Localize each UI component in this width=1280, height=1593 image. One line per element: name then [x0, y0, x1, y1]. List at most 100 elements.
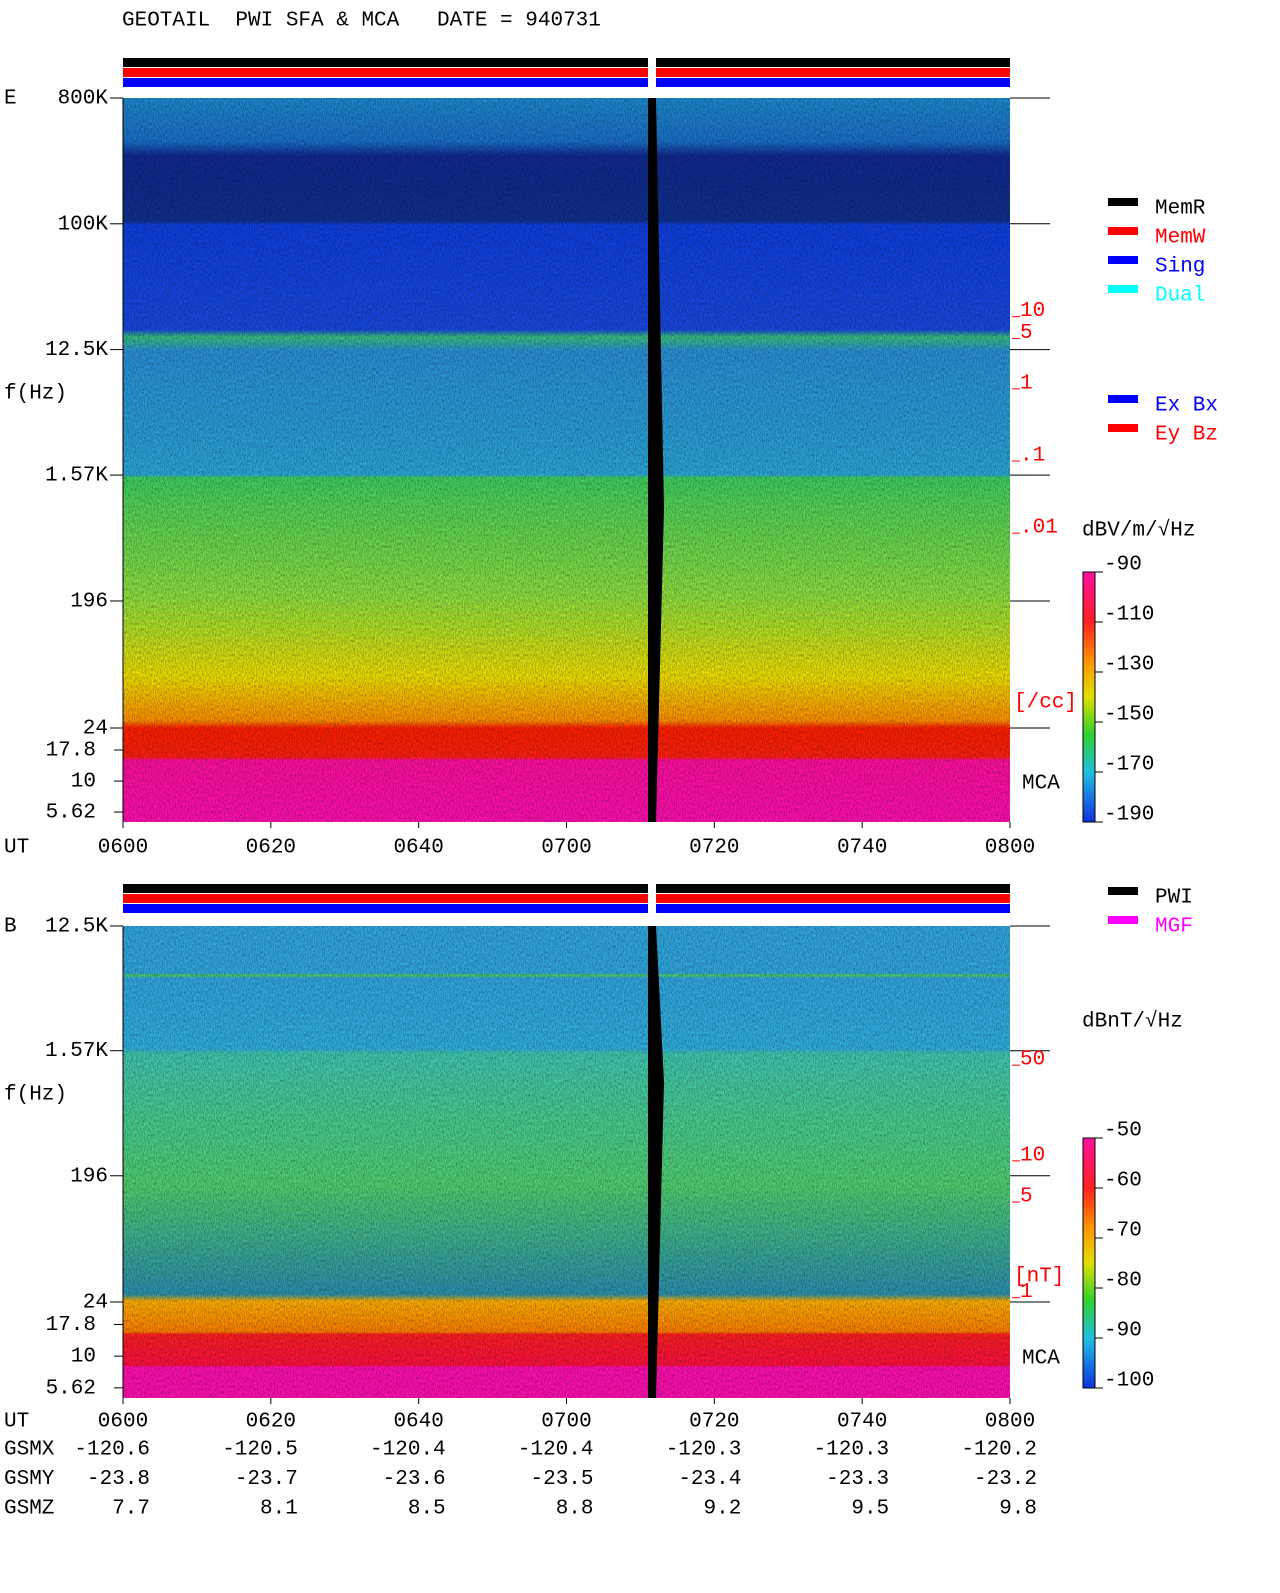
x-tick-label: 0640: [393, 837, 443, 860]
mca-tick-label: 17.8: [46, 1314, 96, 1337]
orbit-label: GSMY: [4, 1468, 55, 1491]
x-tick-label: 0700: [541, 1411, 591, 1434]
orbit-value: 7.7: [112, 1498, 150, 1521]
y-tick-label: 196: [70, 1165, 108, 1188]
orbit-value: 9.2: [704, 1498, 742, 1521]
colorbar-tick-label: -60: [1104, 1170, 1142, 1193]
legend-swatch: [1108, 424, 1138, 432]
legend-swatch: [1108, 916, 1138, 924]
mca-tick-label: 17.8: [46, 740, 96, 763]
colorbar-tick-label: -190: [1104, 804, 1154, 827]
y-tick-label: 100K: [58, 213, 109, 236]
status-bar: [123, 58, 1010, 67]
colorbar-tick-label: -100: [1104, 1370, 1154, 1393]
y2-unit: [nT]: [1014, 1266, 1064, 1289]
legend-swatch: [1108, 285, 1138, 293]
orbit-value: -23.4: [678, 1468, 741, 1491]
y2-tick-label: 50: [1020, 1049, 1045, 1072]
colorbar-tick-label: -110: [1104, 604, 1154, 627]
colorbar: [1083, 572, 1095, 822]
colorbar-tick-label: -70: [1104, 1220, 1142, 1243]
colorbar-tick-label: -90: [1104, 1320, 1142, 1343]
x-tick-label: 0600: [98, 837, 148, 860]
orbit-value: 8.1: [260, 1498, 298, 1521]
orbit-value: 8.5: [408, 1498, 446, 1521]
legend-label: Dual: [1155, 285, 1205, 308]
orbit-value: 9.5: [851, 1498, 889, 1521]
colorbar-tick-label: -150: [1104, 704, 1154, 727]
x-tick-label: 0700: [541, 837, 591, 860]
legend-swatch: [1108, 198, 1138, 206]
y2-tick-label: 5: [1020, 1186, 1033, 1209]
spectrogram-noise: [123, 926, 1010, 1398]
x-tick-label: 0740: [837, 1411, 887, 1434]
mca-label: MCA: [1022, 773, 1060, 796]
y-tick-label: 800K: [58, 88, 109, 111]
x-tick-label: 0740: [837, 837, 887, 860]
y-axis-label: f(Hz): [4, 383, 67, 406]
y-axis-label: f(Hz): [4, 1084, 67, 1107]
spectrogram-noise: [123, 98, 1010, 822]
x-axis-label: UT: [4, 1411, 29, 1434]
y-tick-label: 196: [70, 591, 108, 614]
colorbar-label: dBV/m/√Hz: [1082, 519, 1195, 543]
legend-swatch: [1108, 395, 1138, 403]
x-tick-label: 0620: [246, 1411, 296, 1434]
colorbar-tick-label: -50: [1104, 1120, 1142, 1143]
orbit-value: -120.5: [222, 1439, 298, 1462]
orbit-label: GSMX: [4, 1439, 55, 1462]
colorbar-tick-label: -90: [1104, 554, 1142, 577]
status-gap: [648, 58, 656, 88]
legend-swatch: [1108, 227, 1138, 235]
mca-tick-label: 5.62: [46, 802, 96, 825]
y2-tick-label: 5: [1020, 322, 1033, 345]
x-tick-label: 0720: [689, 1411, 739, 1434]
y-tick-label: 12.5K: [45, 916, 108, 939]
legend-label: Ey Bz: [1155, 424, 1218, 447]
legend-label: MemR: [1155, 198, 1206, 221]
legend-label: MemW: [1155, 227, 1206, 250]
mca-tick-label: 10: [71, 1346, 96, 1369]
orbit-value: -23.5: [530, 1468, 593, 1491]
y2-tick-label: 10: [1020, 1144, 1045, 1167]
orbit-value: 9.8: [999, 1498, 1037, 1521]
legend-swatch: [1108, 887, 1138, 895]
colorbar: [1083, 1138, 1095, 1388]
orbit-value: -120.6: [74, 1439, 150, 1462]
orbit-value: -120.4: [370, 1439, 446, 1462]
mca-tick-label: 10: [71, 771, 96, 794]
legend-label: MGF: [1155, 916, 1193, 939]
title: GEOTAIL PWI SFA & MCA DATE = 940731: [122, 10, 601, 33]
y2-tick-label: 1: [1020, 372, 1033, 395]
orbit-value: -120.4: [518, 1439, 594, 1462]
orbit-value: -23.6: [383, 1468, 446, 1491]
orbit-value: -23.3: [826, 1468, 889, 1491]
status-bar: [123, 884, 1010, 893]
orbit-value: -23.8: [87, 1468, 150, 1491]
orbit-label: GSMZ: [4, 1498, 54, 1521]
status-bar: [123, 904, 1010, 913]
mca-label: MCA: [1022, 1348, 1060, 1371]
colorbar-tick-label: -170: [1104, 754, 1154, 777]
orbit-value: -120.3: [666, 1439, 742, 1462]
x-tick-label: 0640: [393, 1411, 443, 1434]
y-tick-label: 1.57K: [45, 465, 108, 488]
y2-tick-label: .01: [1020, 517, 1058, 540]
colorbar-label: dBnT/√Hz: [1082, 1010, 1183, 1034]
orbit-value: 8.8: [556, 1498, 594, 1521]
x-axis-label: UT: [4, 837, 29, 860]
y2-tick-label: .1: [1020, 445, 1045, 468]
orbit-value: -120.3: [814, 1439, 890, 1462]
y-tick-label: 1.57K: [45, 1040, 108, 1063]
panel-label: E: [4, 88, 17, 111]
legend-swatch: [1108, 256, 1138, 264]
panel-label: B: [4, 916, 17, 939]
legend-label: PWI: [1155, 887, 1193, 910]
x-tick-label: 0720: [689, 837, 739, 860]
y-tick-label: 24: [83, 718, 108, 741]
x-tick-label: 0620: [246, 837, 296, 860]
orbit-value: -120.2: [961, 1439, 1037, 1462]
x-tick-label: 0800: [985, 1411, 1035, 1434]
colorbar-frame: [1082, 571, 1096, 823]
